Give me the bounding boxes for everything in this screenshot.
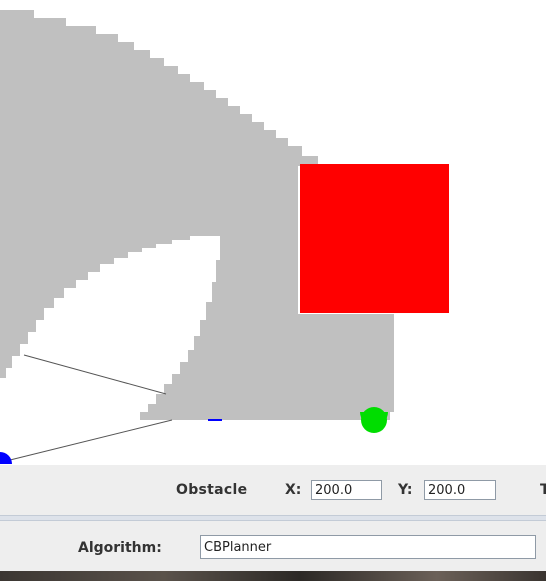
obstacle-theta-label: T [540,482,546,498]
waypoint-marker [208,419,222,421]
free-space-lens [0,236,220,420]
path-segment [23,354,167,395]
panel-separator [0,515,546,521]
desktop-background-strip [0,571,546,581]
obstacle-rect[interactable] [300,164,449,313]
workspace-drawing [0,10,449,464]
algorithm-field[interactable] [200,535,536,559]
goal-marker-body[interactable] [361,407,387,433]
obstacle-y-field[interactable] [424,480,496,500]
obstacle-panel: Obstacle X: Y: T [0,465,546,515]
algorithm-label: Algorithm: [78,540,162,556]
algorithm-panel: Algorithm: [0,521,546,571]
obstacle-y-label: Y: [398,482,413,498]
planning-canvas[interactable] [0,0,546,465]
obstacle-x-field[interactable] [311,480,382,500]
robot-marker[interactable] [0,452,12,464]
obstacle-x-label: X: [285,482,302,498]
obstacle-title: Obstacle [176,482,248,498]
path-segment [5,419,173,462]
